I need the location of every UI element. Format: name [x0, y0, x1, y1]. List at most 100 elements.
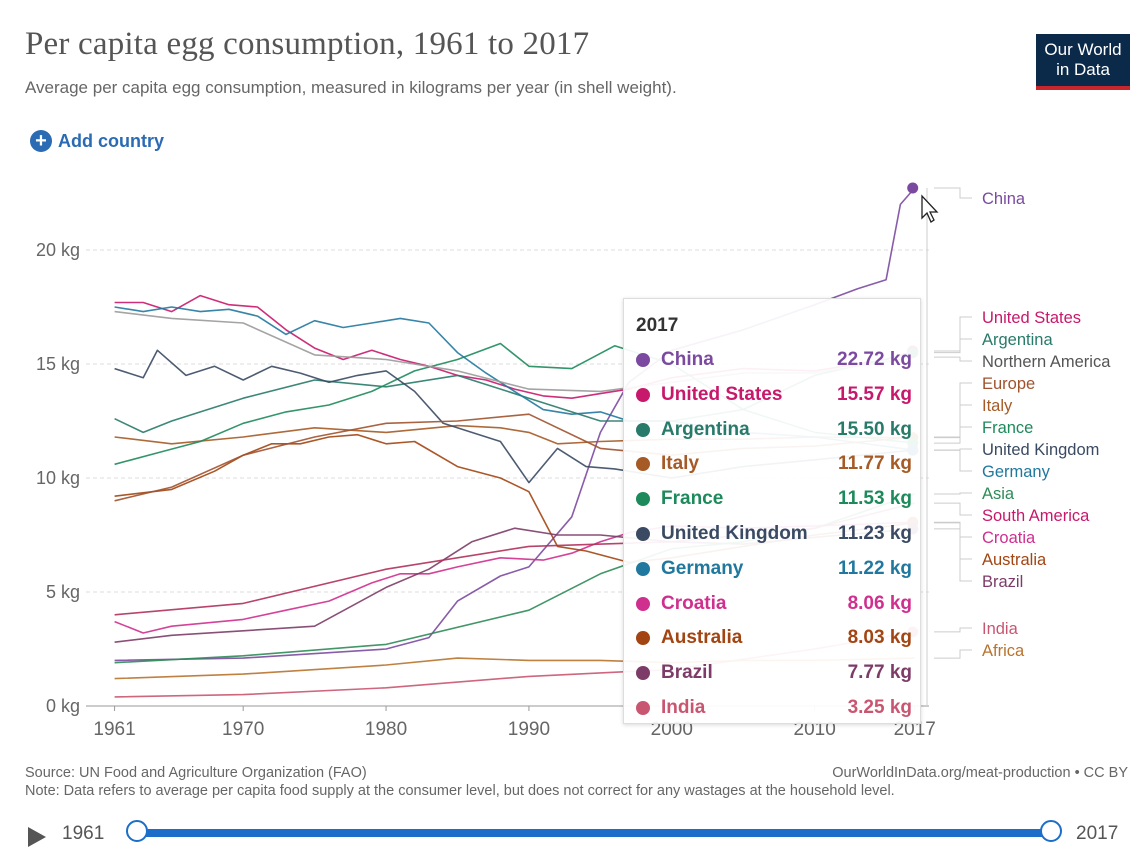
tooltip-row: China 22.72 kg	[636, 345, 912, 375]
tooltip-value: 7.77 kg	[847, 662, 912, 684]
tooltip-country: Australia	[661, 627, 743, 649]
y-tick-label: 5 kg	[46, 582, 80, 602]
tooltip-value: 8.06 kg	[847, 592, 912, 614]
tooltip-country: United Kingdom	[661, 523, 808, 544]
plus-icon: +	[30, 130, 52, 152]
leader-line	[934, 502, 972, 516]
logo-line2: in Data	[1056, 60, 1110, 79]
tooltip-value: 3.25 kg	[847, 697, 912, 718]
leader-line	[934, 356, 972, 362]
leader-line	[934, 627, 972, 633]
x-tick-label: 2017	[894, 719, 936, 740]
legend-dot	[636, 492, 650, 507]
tooltip-row: France 11.53 kg	[636, 484, 912, 514]
timeline-end-label: 2017	[1076, 823, 1119, 844]
x-tick-label: 1980	[365, 719, 407, 740]
tooltip-country: Germany	[661, 557, 744, 579]
x-axis: 1961 1970 1980 1990 2000 2010 2017	[93, 706, 936, 740]
leader-line	[934, 404, 972, 439]
end-label: Croatia	[982, 529, 1036, 547]
legend-dot	[636, 353, 650, 367]
timeline-end-handle[interactable]	[1040, 820, 1062, 842]
x-tick-label: 1990	[508, 719, 550, 740]
tooltip-row: United States 15.57 kg	[636, 380, 912, 410]
tooltip-value: 15.57 kg	[837, 383, 912, 405]
play-icon[interactable]	[28, 827, 46, 847]
tooltip-country: Croatia	[661, 592, 727, 614]
end-label: United Kingdom	[982, 441, 1099, 459]
owid-logo[interactable]: Our World in Data	[1036, 34, 1130, 90]
leader-line	[934, 338, 972, 354]
tooltip-value: 11.77 kg	[838, 453, 912, 475]
x-tick-label: 2000	[651, 719, 693, 740]
tooltip-row: United Kingdom 11.23 kg	[636, 519, 912, 549]
x-tick-label: 1961	[93, 719, 135, 740]
cursor-icon	[921, 194, 939, 223]
end-label: China	[982, 190, 1026, 208]
tooltip-value: 11.53 kg	[838, 488, 912, 510]
end-label: Asia	[982, 485, 1015, 503]
add-country-button[interactable]: + Add country	[30, 130, 164, 152]
y-tick-label: 15 kg	[36, 354, 80, 374]
end-label: India	[982, 620, 1019, 638]
series-line-china	[114, 187, 916, 662]
license-link[interactable]: OurWorldInData.org/meat-production • CC …	[832, 765, 1128, 781]
tooltip-value: 15.50 kg	[837, 418, 912, 440]
end-label: Germany	[982, 463, 1051, 481]
end-label: Brazil	[982, 573, 1023, 591]
end-label: Argentina	[982, 331, 1053, 349]
tooltip-country: China	[661, 349, 714, 370]
tooltip-row: Croatia 8.06 kg	[636, 589, 912, 619]
data-note: Note: Data refers to average per capita …	[25, 783, 895, 799]
tooltip-row: Australia 8.03 kg	[636, 623, 912, 653]
legend-dot	[636, 422, 650, 437]
leader-line	[934, 521, 972, 538]
tooltip-value: 22.72 kg	[837, 349, 912, 370]
end-label: Europe	[982, 375, 1035, 393]
tooltip-year: 2017	[636, 315, 679, 336]
chart-subtitle: Average per capita egg consumption, meas…	[25, 78, 677, 97]
leader-line	[934, 449, 972, 472]
legend-dot	[636, 457, 650, 472]
x-tick-label: 2010	[794, 719, 836, 740]
end-label: Africa	[982, 642, 1025, 660]
timeline: 1961 2017	[0, 815, 1138, 847]
logo-line1: Our World	[1044, 40, 1122, 59]
tooltip-country: Brazil	[661, 662, 713, 684]
y-axis: 0 kg 5 kg 10 kg 15 kg 20 kg	[36, 240, 80, 716]
y-tick-label: 0 kg	[46, 696, 80, 716]
tooltip-row: India 3.25 kg	[636, 693, 912, 723]
legend-dot	[636, 666, 650, 681]
tooltip-country: Argentina	[661, 418, 750, 440]
leader-line	[934, 649, 972, 659]
leader-line	[934, 492, 972, 495]
legend-dot	[636, 596, 650, 611]
leader-line	[934, 382, 972, 438]
legend-dot	[636, 527, 650, 541]
tooltip-row: Argentina 15.50 kg	[636, 415, 912, 445]
chart-title: Per capita egg consumption, 1961 to 2017	[25, 26, 590, 62]
y-tick-label: 10 kg	[36, 468, 80, 488]
tooltip-value: 11.22 kg	[838, 557, 912, 579]
end-label: Australia	[982, 551, 1047, 569]
leader-line	[934, 522, 972, 560]
tooltip-value: 11.23 kg	[838, 523, 912, 544]
legend-dot	[636, 701, 650, 715]
line-chart[interactable]: 0 kg 5 kg 10 kg 15 kg 20 kg 1961 1970 1980 1990…	[0, 0, 1138, 760]
legend-dot	[636, 387, 650, 402]
tooltip: 2017 China 22.72 kg United States 15.57 kg A…	[623, 298, 921, 724]
tooltip-row: Brazil 7.77 kg	[636, 658, 912, 688]
legend-dot	[636, 631, 650, 646]
timeline-track[interactable]	[136, 829, 1050, 837]
leader-line	[934, 426, 972, 444]
add-country-label: Add country	[58, 130, 164, 151]
end-label: France	[982, 419, 1033, 437]
end-label: South America	[982, 507, 1090, 525]
source-note: Source: UN Food and Agriculture Organiza…	[25, 765, 367, 781]
timeline-start-handle[interactable]	[126, 820, 148, 842]
tooltip-country: India	[661, 697, 706, 718]
leader-line	[934, 528, 972, 582]
end-label: Northern America	[982, 353, 1111, 371]
tooltip-country: France	[661, 488, 724, 510]
end-labels: China United States Argentina Northern Amer…	[934, 187, 1111, 660]
